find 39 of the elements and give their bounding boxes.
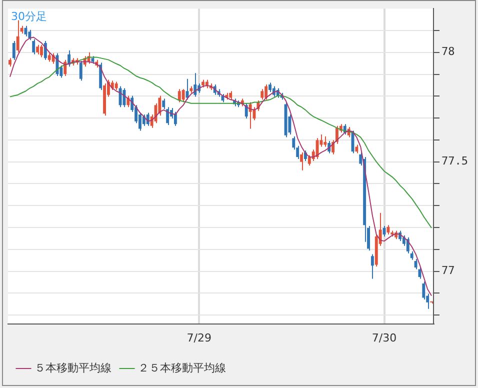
candlestick (28, 29, 32, 41)
candlestick (178, 88, 181, 103)
candlestick (12, 40, 16, 60)
y-tick-label: 78 (442, 45, 455, 58)
candlestick (110, 80, 114, 91)
candlestick (118, 86, 122, 108)
candlestick (182, 88, 185, 103)
candlestick (36, 44, 40, 55)
x-tick-label: 7/29 (186, 331, 212, 344)
x-tick-label: 7/30 (372, 331, 397, 344)
candlestick (40, 44, 43, 58)
legend-label: ５本移動平均線 (34, 361, 112, 374)
candlestick (386, 224, 390, 235)
legend-label: ２５本移動平均線 (138, 361, 226, 374)
candlestick (316, 138, 319, 160)
candlestick (414, 258, 418, 270)
candlestick (370, 254, 374, 280)
candlestick (166, 106, 170, 126)
candlestick (244, 102, 248, 119)
y-tick-label: 77.5 (442, 154, 468, 168)
candlestick (300, 152, 303, 171)
candlestick (308, 154, 311, 166)
candlestick (268, 82, 272, 92)
candlestick (264, 84, 268, 100)
candlestick (418, 267, 422, 280)
candlestick (122, 88, 126, 108)
candlestick (162, 98, 166, 110)
candlestick (44, 40, 47, 60)
candlestick (194, 72, 197, 98)
candlestick (406, 236, 410, 254)
candlestick (79, 60, 82, 82)
candlestick (174, 111, 177, 126)
candlestick (16, 20, 20, 53)
chart-title: 30分足 (11, 10, 47, 23)
candlestick (260, 88, 264, 100)
y-tick-label: 77 (442, 264, 455, 278)
candlestick (422, 281, 426, 300)
candlestick (32, 38, 36, 55)
candlestick (99, 62, 102, 91)
